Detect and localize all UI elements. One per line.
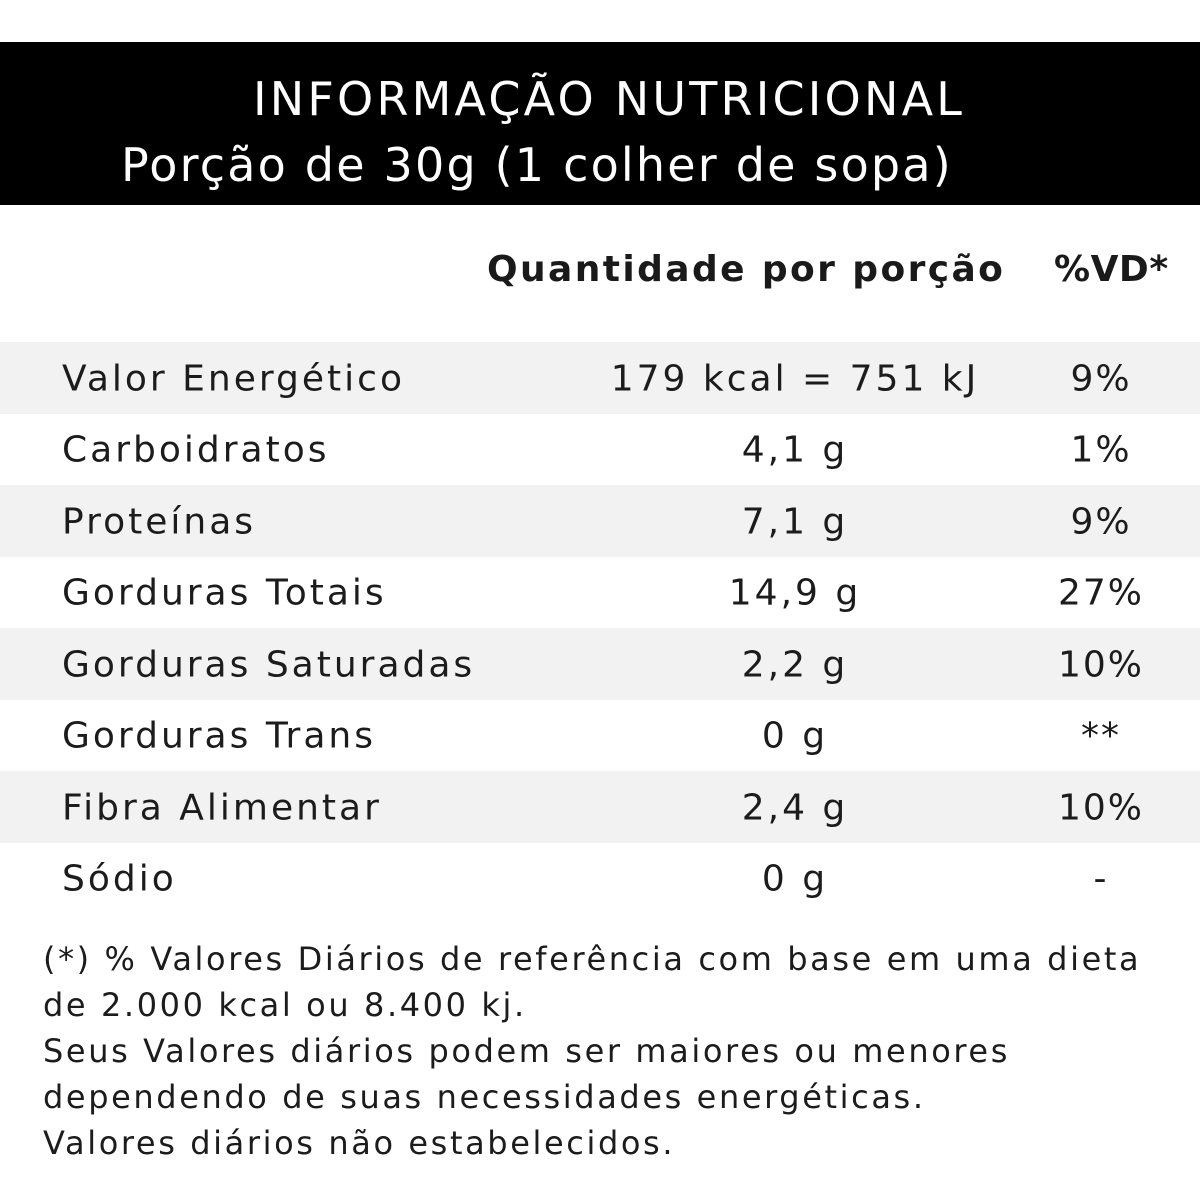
footnote-line: (*) % Valores Diários de referência com … bbox=[43, 940, 1142, 978]
nutrient-amount: 7,1 g bbox=[741, 501, 849, 543]
nutrient-vd: 9% bbox=[1070, 501, 1132, 543]
nutrient-amount: 14,9 g bbox=[728, 572, 862, 614]
nutrient-amount: 0 g bbox=[761, 715, 829, 757]
nutrient-name: Carboidratos bbox=[62, 429, 330, 471]
table-row: Carboidratos 4,1 g 1% bbox=[0, 414, 1200, 486]
nutrient-name: Gorduras Totais bbox=[62, 572, 387, 614]
table-row: Fibra Alimentar 2,4 g 10% bbox=[0, 771, 1200, 843]
nutrient-vd: - bbox=[1093, 858, 1109, 900]
nutrient-amount: 2,4 g bbox=[741, 787, 849, 829]
nutrient-amount: 2,2 g bbox=[741, 644, 849, 686]
table-row: Valor Energético 179 kcal = 751 kJ 9% bbox=[0, 342, 1200, 414]
table-row: Gorduras Saturadas 2,2 g 10% bbox=[0, 628, 1200, 700]
nutrition-title: INFORMAÇÃO NUTRICIONAL bbox=[253, 72, 966, 126]
nutrient-vd: 10% bbox=[1057, 644, 1145, 686]
nutrient-name: Fibra Alimentar bbox=[62, 787, 382, 829]
nutrient-name: Proteínas bbox=[62, 501, 257, 543]
nutrient-name: Valor Energético bbox=[62, 358, 405, 400]
nutrition-table: Valor Energético 179 kcal = 751 kJ 9% Ca… bbox=[0, 342, 1200, 914]
nutrient-vd: 27% bbox=[1057, 572, 1145, 614]
nutrient-vd: 9% bbox=[1070, 358, 1132, 400]
nutrient-name: Sódio bbox=[62, 858, 177, 900]
nutrient-amount: 179 kcal = 751 kJ bbox=[610, 358, 980, 400]
nutrient-vd: 10% bbox=[1057, 787, 1145, 829]
nutrient-amount: 4,1 g bbox=[741, 429, 849, 471]
nutrient-name: Gorduras Trans bbox=[62, 715, 376, 757]
footnote-line: Seus Valores diários podem ser maiores o… bbox=[43, 1032, 1010, 1070]
footnote-line: dependendo de suas necessidades energéti… bbox=[43, 1078, 926, 1116]
serving-size: Porção de 30g (1 colher de sopa) bbox=[121, 138, 953, 192]
nutrition-header: INFORMAÇÃO NUTRICIONAL Porção de 30g (1 … bbox=[0, 42, 1200, 205]
nutrient-name: Gorduras Saturadas bbox=[62, 644, 476, 686]
table-row: Gorduras Trans 0 g ** bbox=[0, 700, 1200, 772]
column-header-vd: %VD* bbox=[1054, 249, 1169, 290]
column-header-quantity: Quantidade por porção bbox=[487, 249, 1006, 290]
footnote-line: de 2.000 kcal ou 8.400 kj. bbox=[43, 986, 527, 1024]
footnotes: (*) % Valores Diários de referência com … bbox=[43, 936, 1183, 1166]
nutrient-vd: 1% bbox=[1070, 429, 1132, 471]
table-row: Sódio 0 g - bbox=[0, 843, 1200, 915]
nutrient-vd: ** bbox=[1081, 715, 1121, 757]
table-row: Proteínas 7,1 g 9% bbox=[0, 485, 1200, 557]
footnote-line: Valores diários não estabelecidos. bbox=[43, 1124, 676, 1162]
table-row: Gorduras Totais 14,9 g 27% bbox=[0, 557, 1200, 629]
nutrient-amount: 0 g bbox=[761, 858, 829, 900]
